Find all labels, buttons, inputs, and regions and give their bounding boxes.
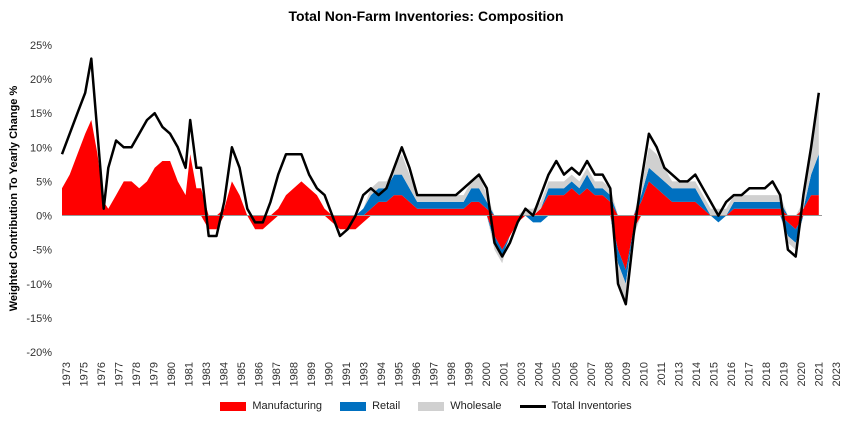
x-tick-label: 1996 [411, 362, 423, 386]
legend-item-total-inventories: Total Inventories [519, 400, 632, 412]
y-tick-label: 15% [30, 108, 52, 120]
x-tick-label: 1994 [376, 362, 388, 386]
x-tick-label: 2013 [674, 362, 686, 386]
y-tick-label: 10% [30, 142, 52, 154]
legend-item-wholesale: Wholesale [418, 400, 502, 412]
x-tick-label: 1975 [79, 362, 91, 386]
x-tick-label: 1998 [446, 362, 458, 386]
x-tick-label: 2019 [779, 362, 791, 386]
y-tick-label: -15% [26, 313, 52, 325]
x-tick-label: 1985 [236, 362, 248, 386]
x-tick-label: 2023 [831, 362, 843, 386]
y-tick-label: 20% [30, 74, 52, 86]
legend-label-manufacturing: Manufacturing [252, 400, 323, 412]
x-tick-label: 1989 [306, 362, 318, 386]
x-tick-label: 2015 [709, 362, 721, 386]
chart-legend: Manufacturing Retail Wholesale Total Inv… [0, 400, 852, 412]
legend-label-wholesale: Wholesale [450, 400, 502, 412]
x-tick-label: 1993 [359, 362, 371, 386]
x-tick-label: 1995 [394, 362, 406, 386]
x-tick-label: 1977 [114, 362, 126, 386]
area-manufacturing-negative [62, 215, 819, 271]
x-tick-label: 2000 [481, 362, 493, 386]
x-tick-label: 2014 [691, 362, 703, 386]
x-tick-label: 1979 [149, 362, 161, 386]
x-tick-label: 1999 [464, 362, 476, 386]
x-tick-label: 2020 [796, 362, 808, 386]
legend-item-retail: Retail [340, 400, 400, 412]
x-tick-label: 1987 [271, 362, 283, 386]
x-tick-label: 1983 [201, 362, 213, 386]
y-tick-label: 0% [36, 211, 52, 223]
legend-item-manufacturing: Manufacturing [220, 400, 322, 412]
x-tick-label: 2017 [744, 362, 756, 386]
x-tick-label: 1984 [219, 362, 231, 386]
x-tick-label: 2010 [639, 362, 651, 386]
area-retail-negative [62, 215, 819, 284]
line-total-inventories [60, 57, 821, 306]
x-tick-label: 1981 [184, 362, 196, 386]
legend-swatch-retail [340, 401, 367, 411]
legend-swatch-wholesale [418, 401, 445, 411]
y-axis-label: Weighted Contribution To Yearly Change % [8, 86, 20, 312]
y-tick-label: -20% [26, 347, 52, 359]
x-tick-label: 2006 [569, 362, 581, 386]
x-tick-label: 2005 [551, 362, 563, 386]
x-tick-label: 1978 [131, 362, 143, 386]
area-wholesale-negative [62, 215, 819, 305]
x-tick-label: 2018 [761, 362, 773, 386]
chart-title: Total Non-Farm Inventories: Composition [288, 8, 564, 24]
legend-label-retail: Retail [372, 400, 401, 412]
x-tick-label: 1990 [324, 362, 336, 386]
x-tick-label: 1976 [96, 362, 108, 386]
x-tick-label: 1991 [341, 362, 353, 386]
x-tick-label: 2004 [534, 362, 546, 386]
legend-label-total-inventories: Total Inventories [551, 400, 632, 412]
area-manufacturing-positive [62, 120, 819, 216]
x-tick-label: 2008 [604, 362, 616, 386]
x-tick-label: 2003 [516, 362, 528, 386]
y-tick-label: -10% [26, 279, 52, 291]
x-tick-label: 2009 [621, 362, 633, 386]
x-tick-label: 1973 [61, 362, 73, 386]
x-tick-label: 1988 [289, 362, 301, 386]
area-retail-positive [62, 120, 819, 216]
y-tick-label: -5% [32, 245, 52, 257]
x-tick-label: 2021 [814, 362, 826, 386]
x-tick-label: 2011 [656, 362, 668, 386]
y-tick-label: 5% [36, 176, 52, 188]
x-tick-label: 2016 [726, 362, 738, 386]
x-tick-label: 2007 [586, 362, 598, 386]
x-tick-label: 1986 [254, 362, 266, 386]
x-tick-label: 1980 [166, 362, 178, 386]
y-tick-label: 25% [30, 40, 52, 52]
x-tick-label: 2001 [499, 362, 511, 386]
legend-swatch-total-inventories [519, 404, 546, 408]
legend-swatch-manufacturing [220, 401, 247, 411]
x-tick-label: 1997 [429, 362, 441, 386]
